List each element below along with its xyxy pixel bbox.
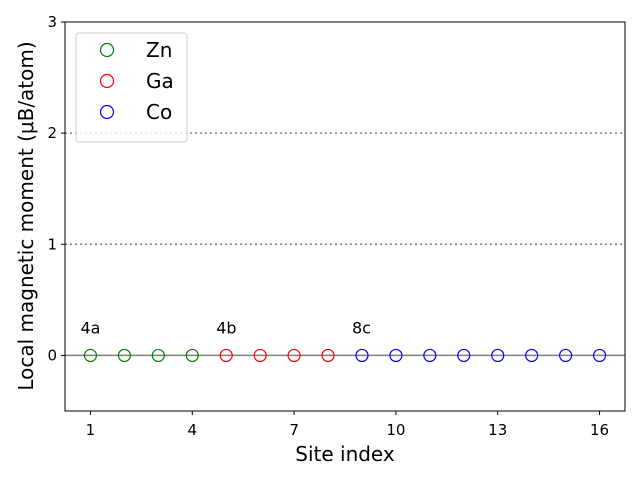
y-tick-label: 3: [47, 13, 57, 31]
x-tick-label: 10: [386, 421, 405, 439]
marker: [117, 348, 131, 363]
x-tick-label: 16: [590, 421, 609, 439]
x-tick-label: 1: [86, 421, 96, 439]
marker: [355, 348, 369, 363]
marker: [592, 348, 607, 363]
marker: [457, 348, 471, 363]
legend-marker: [99, 42, 115, 58]
marker: [219, 348, 233, 363]
marker: [253, 348, 267, 363]
marker: [287, 348, 301, 363]
marker: [151, 348, 165, 363]
legend-label: Co: [146, 100, 172, 124]
legend-label: Ga: [146, 69, 174, 93]
x-tick-label: 4: [187, 421, 197, 439]
y-axis-label: Local magnetic moment (μB/atom): [14, 41, 38, 390]
marker: [491, 348, 505, 363]
marker: [525, 348, 539, 363]
legend-label: Zn: [146, 38, 172, 62]
marker: [83, 348, 98, 363]
y-tick-label: 2: [47, 124, 57, 142]
x-tick-label: 7: [289, 421, 299, 439]
marker: [423, 348, 437, 363]
legend-marker: [99, 104, 115, 120]
marker: [389, 348, 403, 363]
y-tick-label: 1: [47, 235, 57, 253]
annotation: 8c: [352, 318, 371, 337]
legend-marker: [99, 73, 115, 89]
annotation: 4a: [80, 318, 100, 337]
y-tick-label: 0: [47, 346, 57, 364]
x-axis-label: Site index: [295, 442, 395, 466]
marker: [185, 348, 199, 363]
plot-frame: [64, 21, 626, 412]
x-tick-label: 13: [488, 421, 507, 439]
annotation: 4b: [216, 318, 236, 337]
marker: [559, 348, 573, 363]
marker: [321, 348, 335, 363]
legend-box: [75, 32, 188, 143]
